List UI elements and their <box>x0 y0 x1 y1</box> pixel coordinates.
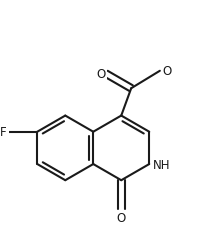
Text: O: O <box>163 65 172 78</box>
Text: O: O <box>117 211 126 224</box>
Text: F: F <box>0 126 6 139</box>
Text: NH: NH <box>153 158 170 171</box>
Text: O: O <box>97 68 106 81</box>
